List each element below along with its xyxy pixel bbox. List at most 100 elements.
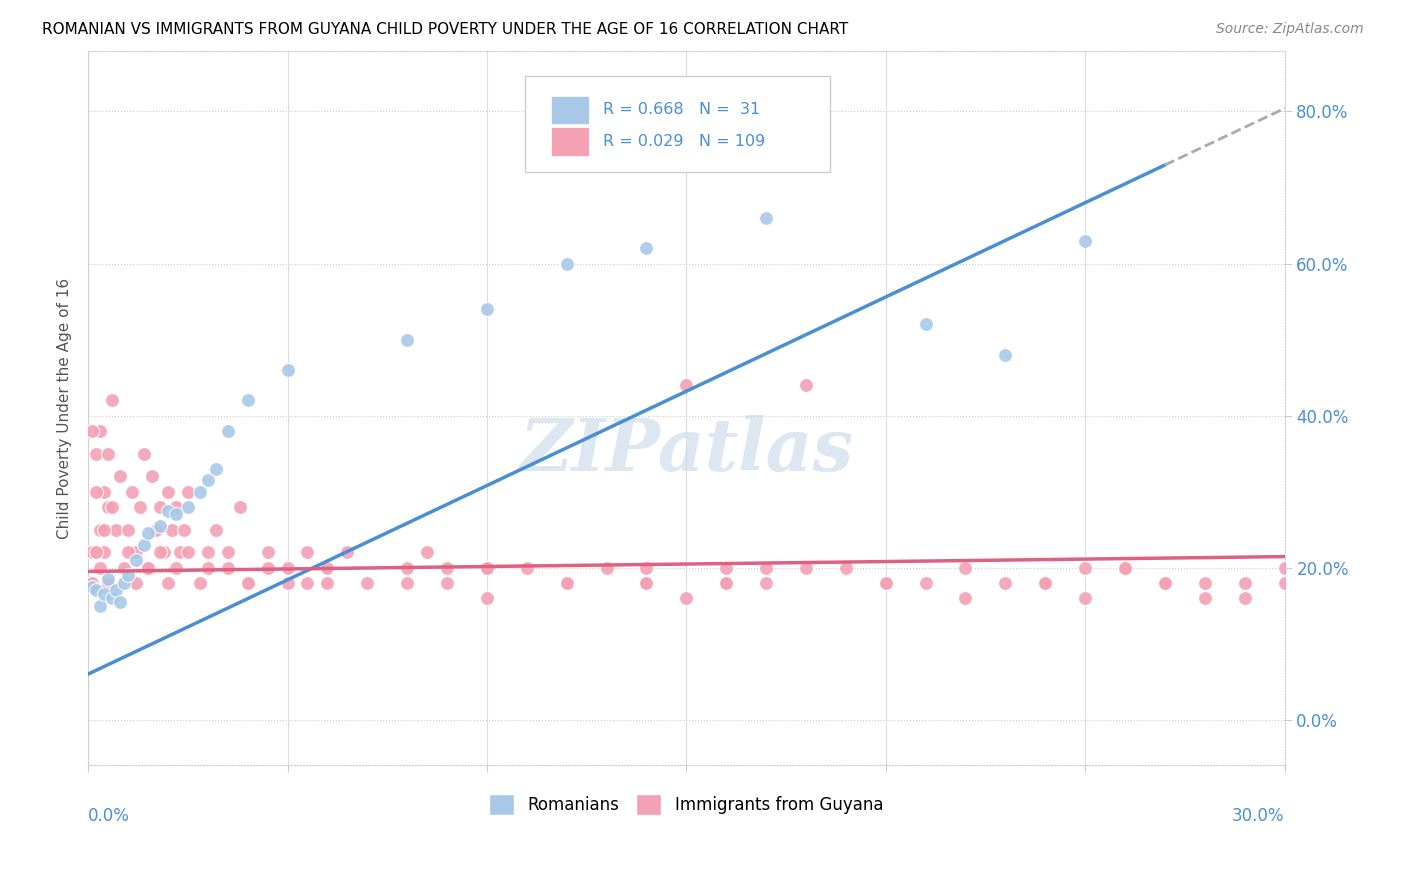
Point [675,378,697,392]
Point [914,575,936,590]
Point [416,545,439,559]
Point [108,469,131,483]
Point [1154,575,1177,590]
Point [125,575,148,590]
Point [156,575,179,590]
Point [336,545,359,559]
Point [1194,575,1216,590]
Bar [551,128,589,156]
Point [396,575,419,590]
Point [156,503,179,517]
Point [1074,560,1097,574]
Point [994,575,1017,590]
Point [165,560,187,574]
Point [955,560,977,574]
Point [1274,560,1296,574]
Point [141,469,163,483]
Point [755,575,778,590]
Point [82,545,104,559]
Point [1033,575,1056,590]
Point [217,560,239,574]
Point [149,518,172,533]
Text: R = 0.029   N = 109: R = 0.029 N = 109 [603,134,765,149]
Point [675,591,697,605]
Point [1114,560,1136,574]
Point [149,500,172,514]
Point [117,523,139,537]
Point [165,500,187,514]
Point [1114,560,1136,574]
Point [277,363,299,377]
Point [277,560,299,574]
Point [105,523,128,537]
Point [93,484,115,499]
Point [82,580,104,594]
Point [197,473,219,487]
Text: ROMANIAN VS IMMIGRANTS FROM GUYANA CHILD POVERTY UNDER THE AGE OF 16 CORRELATION: ROMANIAN VS IMMIGRANTS FROM GUYANA CHILD… [42,22,848,37]
Point [475,591,498,605]
FancyBboxPatch shape [524,76,830,172]
Point [636,575,658,590]
Point [475,302,498,317]
Point [89,560,111,574]
Point [82,424,104,438]
Point [101,393,124,408]
Point [105,583,128,598]
Point [755,211,778,225]
Bar [551,95,589,124]
Point [1233,591,1256,605]
Point [177,500,200,514]
Point [716,560,738,574]
Point [516,560,538,574]
Point [228,500,250,514]
Point [84,447,107,461]
Point [914,318,936,332]
Point [101,591,124,605]
Point [994,348,1017,362]
Point [636,575,658,590]
Point [84,545,107,559]
Point [1233,575,1256,590]
Point [156,484,179,499]
Point [117,568,139,582]
Point [177,545,200,559]
Point [93,523,115,537]
Point [236,575,259,590]
Point [1194,591,1216,605]
Point [875,575,897,590]
Point [256,545,278,559]
Point [169,545,191,559]
Text: ZIPatlas: ZIPatlas [519,416,853,486]
Point [1033,575,1056,590]
Point [236,575,259,590]
Text: Source: ZipAtlas.com: Source: ZipAtlas.com [1216,22,1364,37]
Point [316,560,339,574]
Point [188,484,211,499]
Point [145,523,167,537]
Point [475,560,498,574]
Point [136,560,159,574]
Point [108,595,131,609]
Point [112,575,135,590]
Point [555,256,578,270]
Point [97,447,120,461]
Point [136,526,159,541]
Point [84,583,107,598]
Point [132,447,155,461]
Point [132,538,155,552]
Point [716,575,738,590]
Point [595,560,617,574]
Point [217,424,239,438]
Text: R = 0.668   N =  31: R = 0.668 N = 31 [603,103,759,118]
Point [794,560,817,574]
Point [356,575,378,590]
Point [197,545,219,559]
Point [125,553,148,567]
Point [165,508,187,522]
Point [112,560,135,574]
Point [875,575,897,590]
Point [236,393,259,408]
Point [256,560,278,574]
Point [396,560,419,574]
Point [436,575,458,590]
